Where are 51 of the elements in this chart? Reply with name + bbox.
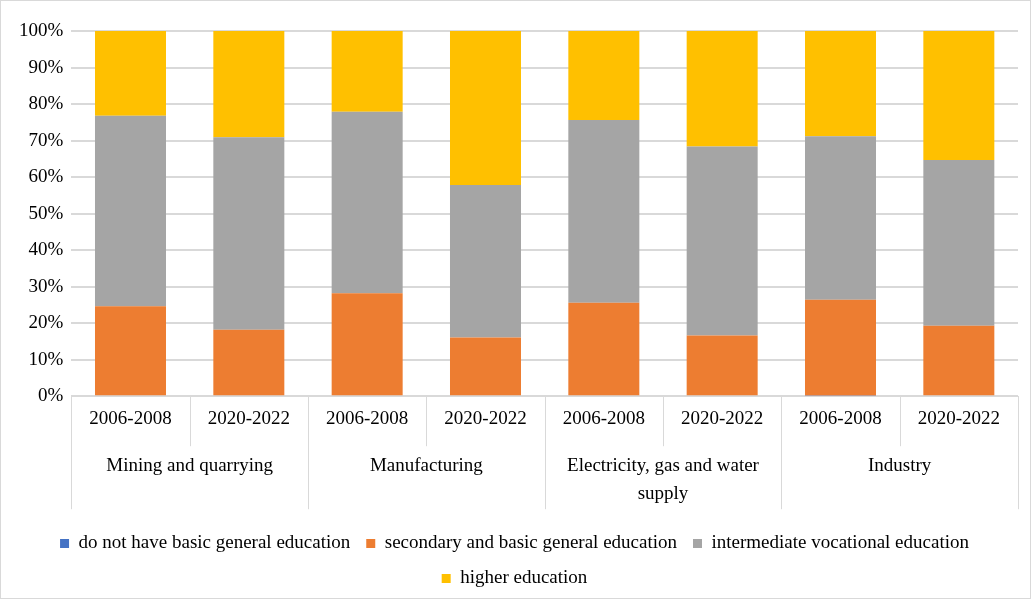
legend-label: intermediate vocational education bbox=[711, 531, 970, 553]
x-tick-label: 2020-2022 bbox=[444, 406, 527, 428]
text: Mining and quarrying bbox=[106, 453, 274, 475]
bar bbox=[331, 111, 403, 294]
bar bbox=[450, 31, 521, 186]
bar bbox=[331, 293, 403, 396]
bar bbox=[331, 31, 403, 112]
bar bbox=[923, 325, 995, 396]
bar bbox=[923, 159, 995, 326]
bar bbox=[94, 31, 166, 116]
x-tick-label: 2020-2022 bbox=[207, 406, 290, 428]
bar bbox=[213, 31, 285, 138]
y-tick-label: 60% bbox=[28, 165, 64, 187]
bar bbox=[94, 306, 166, 396]
legend-label: secondary and basic general education bbox=[384, 531, 678, 553]
y-tick-label: 90% bbox=[28, 55, 64, 77]
bar bbox=[450, 337, 521, 396]
text: Manufacturing bbox=[369, 453, 484, 475]
x-tick-label: 2006-2008 bbox=[799, 406, 882, 428]
text: Industry bbox=[868, 453, 932, 475]
bar bbox=[923, 31, 995, 160]
bar bbox=[686, 31, 758, 147]
legend-label: higher education bbox=[460, 566, 588, 588]
y-tick-label: 40% bbox=[28, 238, 64, 260]
bar bbox=[213, 329, 285, 396]
bar bbox=[568, 302, 640, 396]
bar bbox=[805, 299, 876, 396]
bar bbox=[213, 137, 285, 330]
x-tick-label: 2020-2022 bbox=[681, 406, 764, 428]
x-tick-label: 2020-2022 bbox=[917, 406, 1000, 428]
bar bbox=[686, 146, 758, 336]
y-tick-label: 50% bbox=[28, 201, 64, 223]
y-tick-label: 0% bbox=[38, 384, 64, 406]
y-tick-label: 70% bbox=[28, 128, 64, 150]
bar bbox=[686, 335, 758, 396]
y-tick-label: 10% bbox=[28, 347, 64, 369]
legend-label: do not have basic general education bbox=[78, 531, 351, 553]
x-tick-label: 2006-2008 bbox=[89, 406, 172, 428]
bar bbox=[94, 115, 166, 307]
bar bbox=[450, 185, 521, 338]
bar bbox=[805, 136, 876, 300]
x-tick-label: 2006-2008 bbox=[562, 406, 645, 428]
y-tick-label: 20% bbox=[28, 311, 64, 333]
y-tick-label: 30% bbox=[28, 274, 64, 296]
bar bbox=[568, 31, 640, 121]
y-tick-label: 100% bbox=[19, 18, 64, 40]
bar bbox=[568, 120, 640, 303]
text: Electricity, gas and water supply bbox=[567, 453, 760, 503]
x-tick-label: 2006-2008 bbox=[326, 406, 409, 428]
bar bbox=[805, 31, 876, 137]
y-tick-label: 80% bbox=[28, 92, 64, 114]
